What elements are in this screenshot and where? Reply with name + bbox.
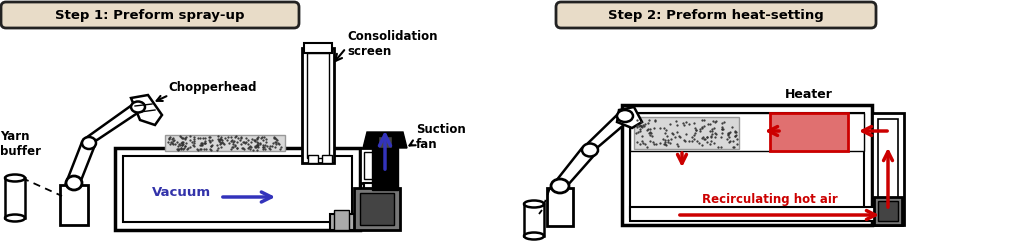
Polygon shape [584, 114, 632, 147]
Ellipse shape [66, 176, 82, 190]
Polygon shape [66, 142, 95, 183]
Bar [630, 113, 864, 151]
Bar [878, 119, 898, 219]
Ellipse shape [5, 214, 25, 221]
Bar [60, 185, 88, 225]
Ellipse shape [5, 174, 25, 182]
FancyBboxPatch shape [556, 2, 876, 28]
Polygon shape [552, 148, 597, 186]
Bar [634, 117, 739, 149]
Bar [330, 214, 385, 230]
Polygon shape [131, 95, 162, 125]
Ellipse shape [551, 179, 569, 193]
Bar [622, 105, 872, 225]
Bar [630, 207, 898, 221]
Text: Step 2: Preform heat-setting: Step 2: Preform heat-setting [608, 9, 824, 23]
Bar [5, 178, 25, 218]
Bar [334, 210, 349, 230]
Ellipse shape [617, 110, 633, 122]
Text: Vacuum: Vacuum [152, 186, 212, 198]
Bar [165, 135, 285, 151]
Ellipse shape [131, 101, 145, 113]
Polygon shape [83, 105, 145, 140]
Text: Step 1: Preform spray-up: Step 1: Preform spray-up [55, 9, 244, 23]
Bar [307, 53, 329, 158]
Bar [364, 183, 376, 230]
Bar [372, 148, 398, 190]
Ellipse shape [82, 137, 96, 149]
Bar [115, 148, 360, 230]
Text: Suction
fan: Suction fan [416, 123, 466, 151]
Bar [524, 204, 544, 236]
Ellipse shape [524, 201, 544, 207]
Ellipse shape [582, 144, 598, 157]
Polygon shape [363, 132, 407, 148]
Bar [308, 155, 318, 163]
Bar [547, 188, 573, 226]
Text: Consolidation
screen: Consolidation screen [347, 30, 437, 58]
Bar [354, 188, 400, 230]
Text: Yarn
buffer: Yarn buffer [0, 130, 41, 158]
Bar [874, 197, 902, 225]
Bar [872, 113, 904, 225]
Bar [123, 156, 352, 222]
Text: Chopperhead: Chopperhead [168, 82, 257, 94]
Bar [364, 152, 376, 179]
Text: Recirculating hot air: Recirculating hot air [702, 192, 838, 205]
Bar [378, 136, 392, 148]
Bar [878, 201, 898, 221]
Bar [360, 148, 380, 183]
Ellipse shape [524, 233, 544, 240]
FancyBboxPatch shape [1, 2, 299, 28]
Bar [322, 155, 332, 163]
Bar [630, 113, 864, 217]
Bar [770, 113, 848, 151]
Bar [360, 193, 394, 225]
Bar [301, 48, 334, 163]
Bar [304, 43, 332, 53]
Polygon shape [617, 107, 642, 128]
Text: Heater: Heater [785, 88, 833, 101]
